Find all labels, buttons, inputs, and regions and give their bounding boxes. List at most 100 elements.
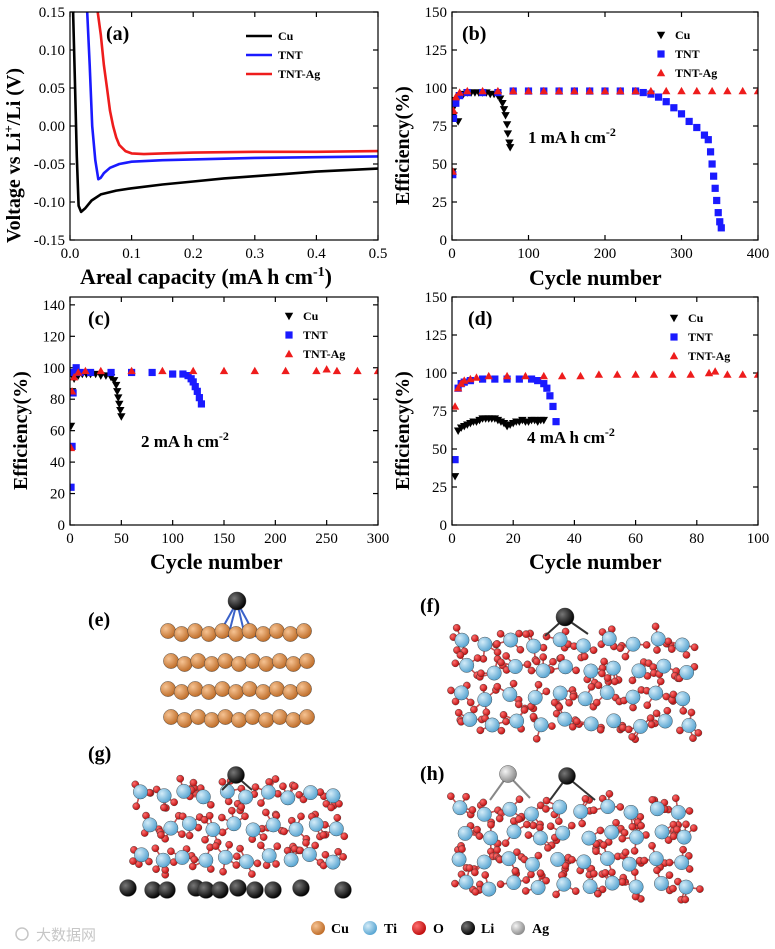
cu-atom xyxy=(231,712,247,728)
data-point xyxy=(543,384,551,392)
ti-atom xyxy=(302,847,317,862)
o-atom xyxy=(496,630,505,638)
o-atom xyxy=(552,890,560,899)
o-atom xyxy=(643,701,652,710)
o-atom xyxy=(454,708,463,717)
o-atom xyxy=(466,698,475,707)
li-atom xyxy=(211,881,229,899)
o-atom xyxy=(603,674,612,682)
data-point xyxy=(505,144,515,152)
o-atom xyxy=(520,706,529,714)
data-point xyxy=(70,387,77,395)
data-point xyxy=(491,375,499,383)
cu-atom xyxy=(214,623,231,639)
o-atom xyxy=(219,867,227,876)
data-point xyxy=(649,370,659,378)
o-atom xyxy=(236,844,244,853)
legend-marker xyxy=(670,333,678,341)
legend: Cu TNT TNT-Ag xyxy=(669,311,730,363)
data-point xyxy=(515,375,523,383)
ti-atom xyxy=(176,783,192,799)
y-tick-label: 0.00 xyxy=(39,119,65,135)
series-tnt-ag xyxy=(452,367,758,410)
x-axis-label: Cycle number xyxy=(529,549,662,574)
ti-atom xyxy=(477,636,493,652)
o-atom xyxy=(178,830,186,838)
o-atom xyxy=(555,703,564,711)
cu-atom xyxy=(231,656,247,672)
y-axis-label: Efficiency(%) xyxy=(392,86,414,205)
x-tick-label: 0.2 xyxy=(184,246,203,262)
data-point xyxy=(452,99,460,107)
cu-atom xyxy=(258,712,275,728)
data-point xyxy=(148,368,156,377)
plot-area xyxy=(71,12,378,214)
plot-frame xyxy=(69,11,379,241)
o-atom xyxy=(468,806,477,814)
o-atom xyxy=(572,717,581,726)
o-atom xyxy=(201,836,209,844)
li-atom-icon xyxy=(461,921,475,935)
o-atom xyxy=(129,857,137,865)
plot-frame xyxy=(451,296,759,526)
data-point xyxy=(112,381,121,390)
series-tnt-ag xyxy=(452,86,758,175)
x-tick-label: 100 xyxy=(161,531,184,547)
li-atom xyxy=(558,767,576,785)
o-atom xyxy=(594,681,603,690)
o-atom xyxy=(509,679,518,688)
o-atom xyxy=(581,794,590,803)
ti-atom xyxy=(525,857,540,872)
ti-atom xyxy=(476,854,492,870)
data-point xyxy=(70,442,76,450)
data-point xyxy=(693,123,701,132)
o-atom xyxy=(487,820,495,829)
legend: Cu TNT TNT-Ag xyxy=(284,309,345,361)
o-atom xyxy=(515,795,524,804)
y-tick-label: 0.15 xyxy=(39,5,65,21)
data-point xyxy=(753,370,758,378)
o-atom xyxy=(690,643,699,652)
o-atom xyxy=(458,845,466,853)
data-point xyxy=(534,377,542,385)
ti-atom xyxy=(654,876,669,891)
data-point xyxy=(501,112,510,120)
o-atom xyxy=(534,680,543,689)
ti-atom xyxy=(325,854,341,870)
data-point xyxy=(503,130,513,138)
data-point xyxy=(576,371,585,380)
ti-atom xyxy=(205,822,221,837)
legend-label: TNT xyxy=(303,328,328,342)
o-atom xyxy=(477,669,485,678)
legend-label: Cu xyxy=(303,309,319,323)
o-atom xyxy=(499,711,508,719)
ti-atom xyxy=(261,784,276,800)
x-tick-label: 0.1 xyxy=(122,246,141,262)
o-atom xyxy=(587,683,596,691)
o-atom xyxy=(157,831,165,839)
cu-slab-with-li-structure xyxy=(160,591,315,728)
data-point xyxy=(499,106,509,114)
o-atom xyxy=(679,707,688,715)
x-tick-label: 100 xyxy=(517,246,540,262)
o-atom xyxy=(465,864,474,872)
ti-atom xyxy=(625,636,641,652)
x-tick-label: 0 xyxy=(448,246,456,262)
cu-atom xyxy=(163,653,179,669)
y-tick-label: 125 xyxy=(425,43,448,59)
svg-text:Cu: Cu xyxy=(331,922,349,937)
y-tick-label: 100 xyxy=(425,81,448,97)
x-tick-label: 100 xyxy=(747,531,770,547)
plot-frame xyxy=(451,11,759,241)
rate-annotation: 2 mA h cm-2 xyxy=(141,429,229,451)
o-atom xyxy=(569,692,578,701)
o-atom xyxy=(482,708,491,717)
o-atom xyxy=(501,839,510,847)
data-point xyxy=(738,86,747,95)
panel-label: (a) xyxy=(106,23,129,45)
ag-atom-icon xyxy=(511,921,525,935)
y-tick-label: 150 xyxy=(425,290,448,306)
legend-marker xyxy=(656,31,666,40)
data-point xyxy=(646,86,656,95)
o-atom xyxy=(630,847,639,855)
